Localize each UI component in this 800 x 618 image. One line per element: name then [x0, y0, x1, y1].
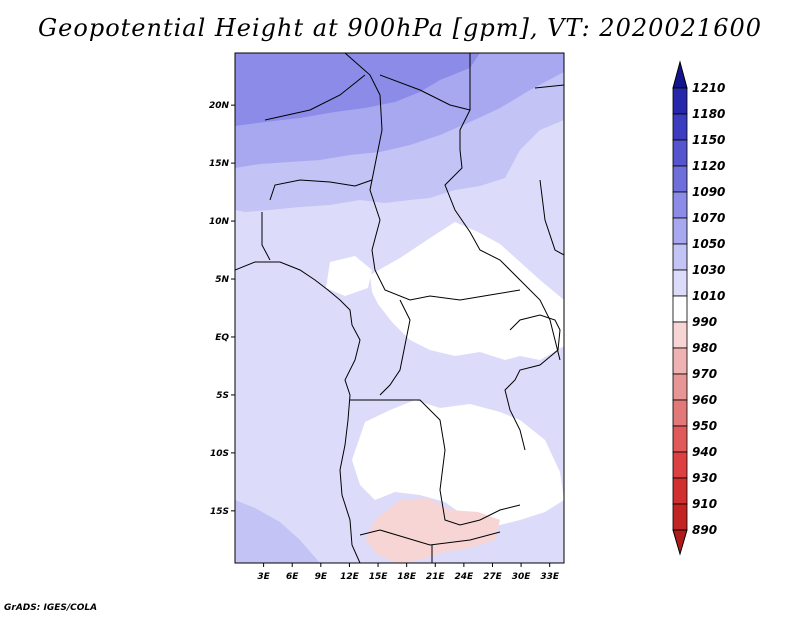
colorbar-label: 910	[692, 497, 717, 511]
colorbar-box	[672, 217, 688, 245]
colorbar-label: 1210	[692, 81, 725, 95]
colorbar-label: 970	[692, 367, 717, 381]
field-1010-south	[352, 400, 564, 525]
colorbar-box	[672, 503, 688, 531]
colorbar-label: 1070	[692, 211, 725, 225]
colorbar-top-arrow	[672, 60, 688, 89]
colorbar-label: 990	[692, 315, 717, 329]
field-1010-region	[370, 222, 564, 360]
y-tick-label: 10N	[209, 217, 230, 227]
y-tick-label: 5S	[216, 391, 229, 401]
y-tick-label: EQ	[215, 333, 229, 343]
x-tick-label: 6E	[286, 572, 299, 582]
colorbar-bottom-arrow	[672, 529, 688, 556]
y-tick-label: 15N	[209, 159, 230, 169]
field-1010-patch	[326, 256, 372, 296]
colorbar-label: 1120	[692, 159, 725, 173]
x-tick-label: 24E	[455, 572, 475, 582]
field-1090-band	[235, 53, 480, 126]
colorbar-label: 1030	[692, 263, 725, 277]
colorbar-box	[672, 87, 688, 115]
field-1050-southwest	[235, 500, 320, 563]
colorbar-box	[672, 477, 688, 505]
plot-frame	[234, 52, 565, 564]
x-tick-label: 27E	[483, 572, 503, 582]
x-tick-label: 30E	[512, 572, 532, 582]
x-tick-label: 18E	[397, 572, 417, 582]
colorbar-label: 960	[692, 393, 717, 407]
colorbar-box	[672, 321, 688, 349]
colorbar-label: 890	[692, 523, 717, 537]
colorbar-box	[672, 295, 688, 323]
y-axis: 20N 15N 10N 5N EQ 5S 10S 15S	[209, 101, 235, 517]
colorbar-box	[672, 243, 688, 271]
y-tick-label: 15S	[210, 507, 229, 517]
colorbar-box	[672, 425, 688, 453]
field-990-low	[365, 498, 500, 563]
colorbar-label: 1180	[692, 107, 725, 121]
colorbar-label: 940	[692, 445, 717, 459]
colorbar-box	[672, 165, 688, 193]
colorbar-label: 980	[692, 341, 717, 355]
colorbar-label: 1010	[692, 289, 725, 303]
colorbar-label: 1090	[692, 185, 725, 199]
colorbar-box	[672, 139, 688, 167]
y-tick-label: 5N	[215, 275, 229, 285]
colorbar-label: 1150	[692, 133, 725, 147]
y-tick-label: 20N	[209, 101, 230, 111]
x-tick-label: 3E	[257, 572, 270, 582]
colorbar-box	[672, 113, 688, 141]
colorbar-label: 1050	[692, 237, 725, 251]
y-tick-label: 10S	[210, 449, 229, 459]
colorbar-box	[672, 451, 688, 479]
x-tick-label: 15E	[369, 572, 389, 582]
colorbar-box	[672, 347, 688, 375]
colorbar-box	[672, 269, 688, 297]
x-tick-label: 9E	[315, 572, 328, 582]
colorbar-box	[672, 373, 688, 401]
colorbar-label: 930	[692, 471, 717, 485]
grads-credit: GrADS: IGES/COLA	[4, 603, 98, 613]
x-tick-label: 12E	[340, 572, 360, 582]
x-tick-label: 33E	[540, 572, 560, 582]
country-borders	[235, 53, 564, 563]
colorbar-label: 950	[692, 419, 717, 433]
colorbar: 1210 1180 1150 1120 1090 1070 1050 1030 1010 990 9…	[672, 60, 725, 556]
map-area	[235, 53, 564, 563]
colorbar-box	[672, 399, 688, 427]
chart-title: Geopotential Height at 900hPa [gpm], VT:…	[38, 14, 762, 42]
x-axis: 3E 6E 9E 12E 15E 18E 21E 24E 27E 30E 33E	[257, 563, 560, 582]
x-tick-label: 21E	[426, 572, 446, 582]
colorbar-box	[672, 191, 688, 219]
